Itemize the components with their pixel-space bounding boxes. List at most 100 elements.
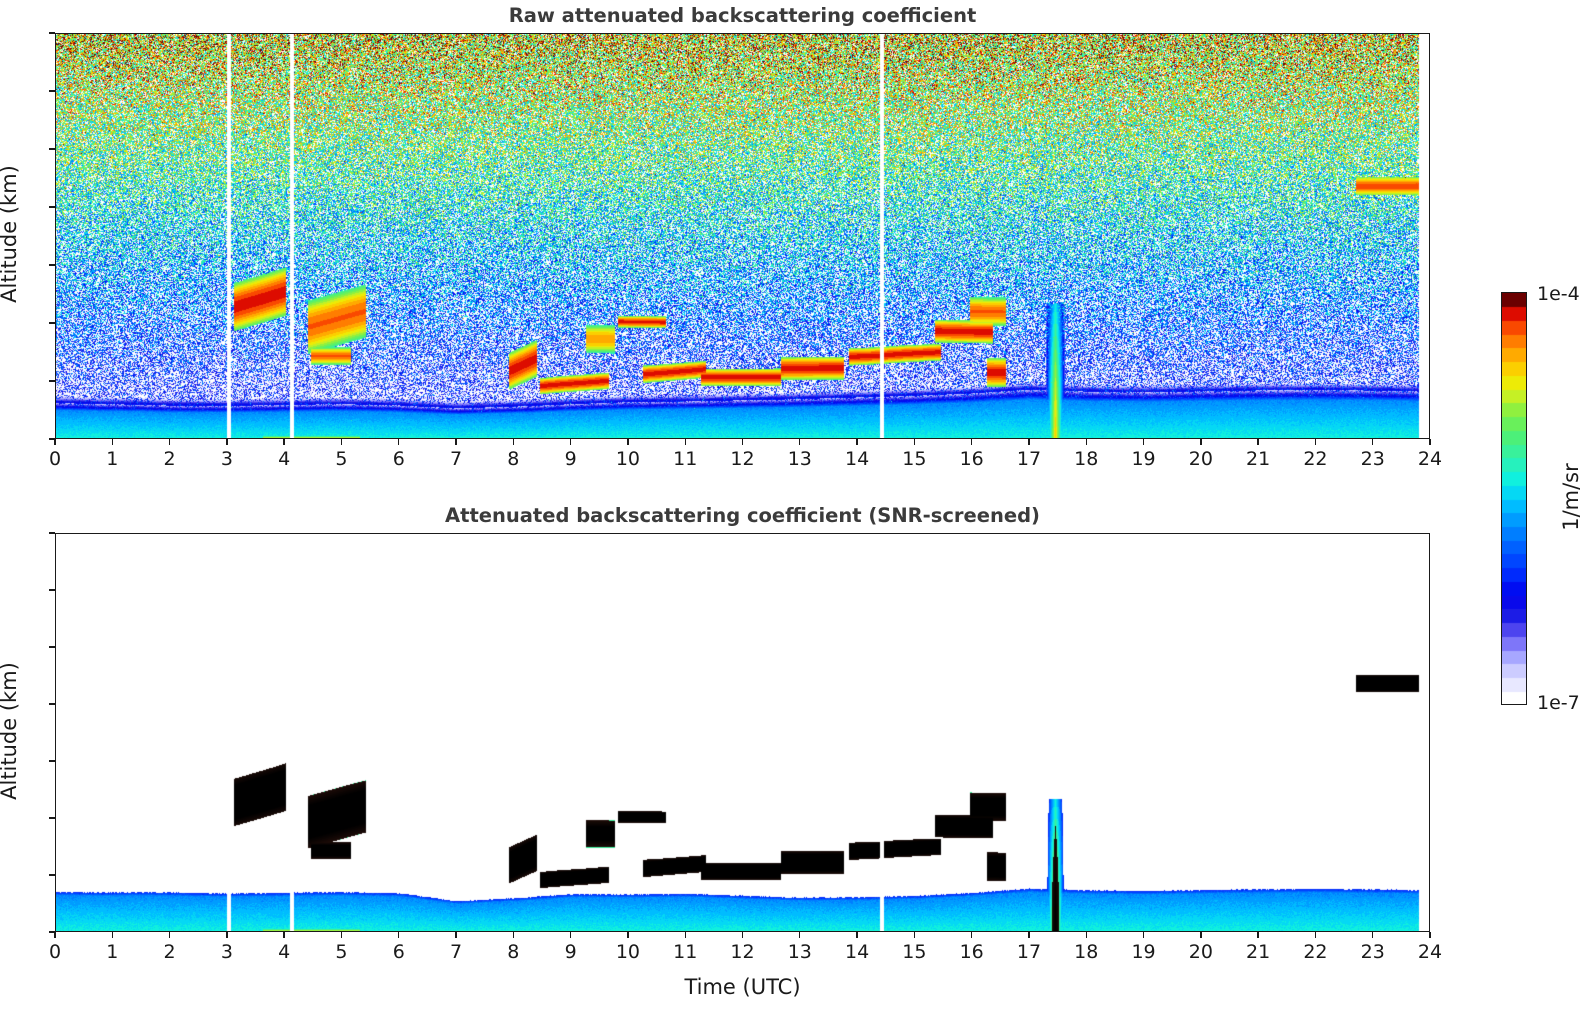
x-tick	[340, 932, 343, 938]
x-tick-label: 5	[335, 941, 348, 963]
x-tick	[1200, 439, 1202, 445]
x-tick-label: 21	[1246, 941, 1271, 963]
panel-screened-heatmap	[56, 534, 1429, 931]
x-tick-label: 18	[1074, 448, 1099, 470]
y-tick	[49, 148, 55, 150]
x-tick	[283, 932, 285, 938]
x-tick	[226, 439, 228, 445]
x-tick-label: 10	[615, 941, 640, 963]
x-tick	[569, 932, 572, 938]
x-tick-label: 20	[1188, 941, 1213, 963]
x-tick-label: 12	[730, 448, 755, 470]
x-tick	[1142, 439, 1145, 445]
y-tick	[49, 32, 55, 34]
x-tick	[512, 439, 515, 445]
x-tick-label: 11	[673, 448, 698, 470]
y-tick	[49, 206, 55, 208]
x-tick-label: 5	[335, 448, 348, 470]
colorbar-min-label: 1e-7	[1537, 692, 1580, 714]
x-tick-label: 24	[1417, 941, 1443, 963]
y-tick	[49, 931, 55, 933]
x-tick	[1372, 439, 1374, 445]
x-tick-label: 19	[1131, 448, 1156, 470]
x-tick-label: 23	[1360, 941, 1385, 963]
x-tick	[1429, 932, 1431, 938]
x-tick	[168, 439, 171, 445]
x-tick	[54, 439, 56, 445]
x-tick	[1085, 932, 1087, 938]
y-tick	[49, 264, 55, 266]
x-tick-label: 10	[615, 448, 640, 470]
x-tick-label: 18	[1074, 941, 1099, 963]
x-tick	[1028, 932, 1030, 938]
y-tick	[49, 90, 55, 92]
x-tick	[455, 439, 457, 445]
x-tick-label: 16	[959, 941, 984, 963]
x-tick-label: 17	[1016, 941, 1042, 963]
x-tick-label: 1	[106, 941, 119, 963]
x-tick	[1257, 932, 1259, 938]
x-tick	[168, 932, 171, 938]
x-tick-label: 8	[507, 448, 520, 470]
x-tick	[627, 439, 629, 445]
x-tick	[111, 439, 113, 445]
x-tick	[54, 932, 56, 938]
x-tick-label: 20	[1188, 448, 1213, 470]
x-tick	[1028, 439, 1030, 445]
x-tick	[226, 932, 228, 938]
y-tick	[49, 874, 55, 876]
x-tick-label: 22	[1303, 941, 1328, 963]
x-tick	[512, 932, 515, 938]
x-tick	[913, 932, 916, 938]
panel-screened-plot-area[interactable]	[55, 533, 1430, 932]
colorbar-max-label: 1e-4	[1537, 283, 1580, 305]
y-tick	[49, 532, 55, 534]
x-tick-label: 9	[564, 941, 577, 963]
x-tick	[799, 932, 801, 938]
x-tick	[1314, 439, 1317, 445]
x-tick-label: 12	[730, 941, 755, 963]
y-tick	[49, 760, 55, 762]
x-tick-label: 15	[902, 941, 927, 963]
x-tick	[398, 439, 400, 445]
x-tick-label: 9	[564, 448, 577, 470]
y-tick	[49, 322, 55, 324]
x-tick-label: 3	[220, 941, 233, 963]
x-tick	[684, 932, 686, 938]
x-tick	[569, 439, 572, 445]
colorbar-unit-label: 1/m/sr	[1559, 462, 1583, 531]
x-tick	[970, 439, 973, 445]
panel-screened-title: Attenuated backscattering coefficient (S…	[445, 504, 1040, 527]
x-tick	[913, 439, 916, 445]
x-tick	[970, 932, 973, 938]
x-tick-label: 13	[787, 941, 812, 963]
x-tick-label: 11	[673, 941, 698, 963]
x-tick-label: 22	[1303, 448, 1328, 470]
x-tick	[1429, 439, 1431, 445]
x-tick	[1085, 439, 1087, 445]
panel-raw-title: Raw attenuated backscattering coefficien…	[508, 4, 977, 27]
x-tick	[1142, 932, 1145, 938]
y-tick	[49, 646, 55, 648]
x-tick	[627, 932, 629, 938]
x-tick-label: 7	[449, 941, 463, 963]
x-tick-label: 19	[1131, 941, 1156, 963]
x-tick	[856, 932, 858, 938]
x-tick-label: 1	[106, 448, 119, 470]
x-tick-label: 14	[844, 448, 870, 470]
x-tick-label: 15	[902, 448, 927, 470]
x-tick	[111, 932, 113, 938]
x-tick	[856, 439, 858, 445]
y-tick	[49, 589, 55, 591]
x-tick-label: 13	[787, 448, 812, 470]
x-tick-label: 8	[507, 941, 520, 963]
x-tick-label: 17	[1016, 448, 1042, 470]
x-tick-label: 16	[959, 448, 984, 470]
x-tick-label: 24	[1417, 448, 1443, 470]
panel-raw-plot-area[interactable]	[55, 33, 1430, 439]
x-tick-label: 14	[844, 941, 870, 963]
x-tick	[1372, 932, 1374, 938]
x-tick-label: 6	[392, 448, 405, 470]
